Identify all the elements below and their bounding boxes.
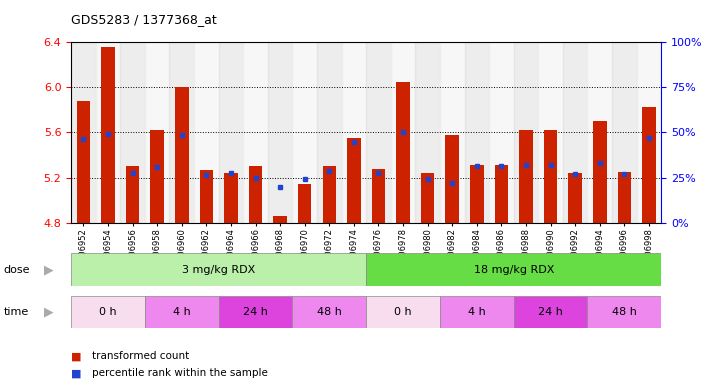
Bar xyxy=(101,47,114,223)
Text: GDS5283 / 1377368_at: GDS5283 / 1377368_at xyxy=(71,13,217,26)
Text: ▶: ▶ xyxy=(44,263,54,276)
Text: transformed count: transformed count xyxy=(92,351,190,361)
Bar xyxy=(323,166,336,223)
Bar xyxy=(446,135,459,223)
Bar xyxy=(249,166,262,223)
Bar xyxy=(224,173,237,223)
Text: dose: dose xyxy=(4,265,30,275)
Text: 48 h: 48 h xyxy=(317,307,342,317)
Bar xyxy=(175,88,188,223)
Text: 24 h: 24 h xyxy=(538,307,563,317)
Bar xyxy=(519,130,533,223)
Bar xyxy=(292,42,317,223)
Text: ■: ■ xyxy=(71,351,82,361)
Bar xyxy=(71,296,145,328)
Bar xyxy=(587,42,612,223)
Bar xyxy=(366,296,440,328)
Bar xyxy=(587,296,661,328)
Bar xyxy=(243,42,268,223)
Bar xyxy=(618,172,631,223)
Bar xyxy=(470,165,483,223)
Bar xyxy=(273,216,287,223)
Bar xyxy=(151,130,164,223)
Bar xyxy=(415,42,440,223)
Bar xyxy=(200,170,213,223)
Bar xyxy=(298,184,311,223)
Bar xyxy=(612,42,636,223)
Bar xyxy=(341,42,366,223)
Text: 4 h: 4 h xyxy=(468,307,486,317)
Text: ▶: ▶ xyxy=(44,306,54,318)
Bar xyxy=(169,42,194,223)
Text: 24 h: 24 h xyxy=(243,307,268,317)
Text: ■: ■ xyxy=(71,368,82,378)
Bar xyxy=(513,42,538,223)
Bar xyxy=(194,42,219,223)
Bar xyxy=(145,42,169,223)
Bar xyxy=(513,296,587,328)
Bar xyxy=(495,165,508,223)
Bar xyxy=(219,296,292,328)
Bar xyxy=(96,42,120,223)
Bar xyxy=(126,166,139,223)
Bar xyxy=(372,169,385,223)
Bar xyxy=(391,42,415,223)
Bar xyxy=(292,296,366,328)
Bar xyxy=(642,106,656,223)
Text: 48 h: 48 h xyxy=(612,307,637,317)
Bar xyxy=(440,42,464,223)
Bar xyxy=(268,42,292,223)
Bar xyxy=(464,42,489,223)
Bar xyxy=(347,138,360,223)
Bar xyxy=(421,173,434,223)
Text: 0 h: 0 h xyxy=(99,307,117,317)
Bar xyxy=(544,130,557,223)
Text: time: time xyxy=(4,307,29,317)
Text: 4 h: 4 h xyxy=(173,307,191,317)
Bar xyxy=(71,253,366,286)
Bar xyxy=(317,42,341,223)
Bar xyxy=(219,42,243,223)
Bar xyxy=(120,42,145,223)
Text: 0 h: 0 h xyxy=(394,307,412,317)
Bar xyxy=(563,42,587,223)
Text: percentile rank within the sample: percentile rank within the sample xyxy=(92,368,268,378)
Text: 18 mg/kg RDX: 18 mg/kg RDX xyxy=(474,265,554,275)
Bar xyxy=(71,42,96,223)
Bar xyxy=(568,173,582,223)
Bar xyxy=(366,253,661,286)
Bar xyxy=(366,42,391,223)
Text: 3 mg/kg RDX: 3 mg/kg RDX xyxy=(182,265,255,275)
Bar xyxy=(593,121,606,223)
Bar xyxy=(636,42,661,223)
Bar xyxy=(538,42,563,223)
Bar xyxy=(440,296,513,328)
Bar xyxy=(145,296,218,328)
Bar xyxy=(489,42,513,223)
Bar xyxy=(77,101,90,223)
Bar xyxy=(396,82,410,223)
